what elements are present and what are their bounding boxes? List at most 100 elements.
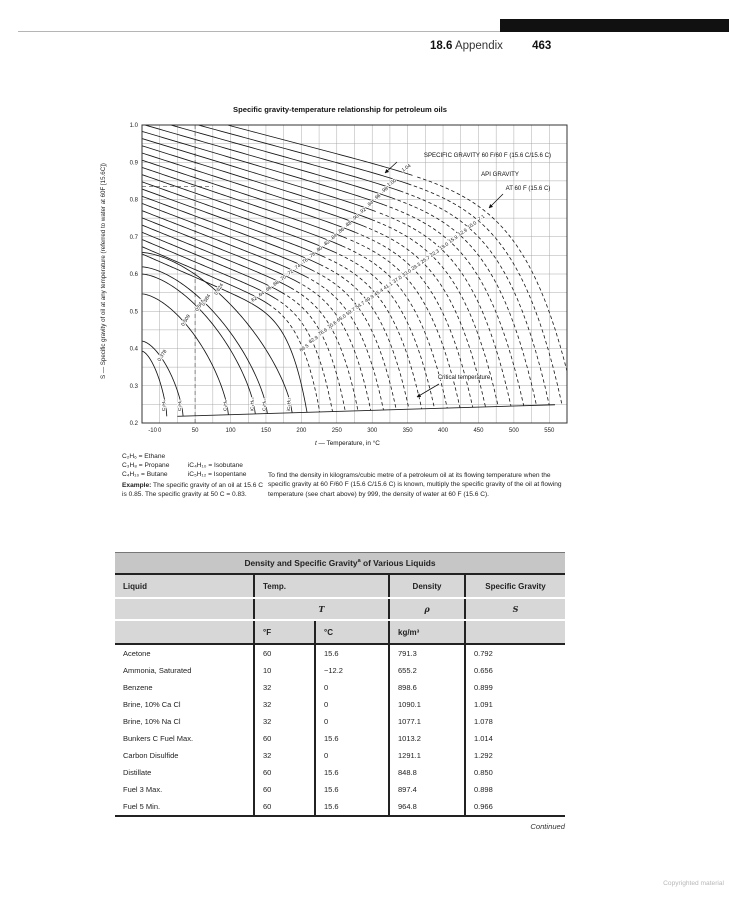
section-title: Appendix (454, 40, 503, 52)
svg-text:.68: .68 (271, 280, 280, 289)
copyright-label: Copyrighted material (663, 880, 724, 887)
svg-text:0.624: 0.624 (213, 282, 225, 296)
svg-text:1.0: 1.0 (130, 123, 139, 129)
continued-label: Continued (530, 822, 565, 831)
svg-text:C₂H₆: C₂H₆ (177, 400, 183, 411)
table-row: Distillate 60 15.6 848.8 0.850 (115, 764, 565, 781)
svg-text:33.0: 33.0 (401, 268, 413, 278)
page-header: 18.6 Appendix 463 (430, 40, 630, 52)
svg-text:100: 100 (226, 428, 237, 434)
liquids-table: Density and Specific Gravitya of Various… (115, 552, 565, 817)
svg-text:.84: .84 (329, 233, 338, 242)
table-row: Brine, 10% Ca Cl 32 0 1090.1 1.091 (115, 696, 565, 713)
svg-text:.66: .66 (264, 285, 273, 294)
svg-text:450: 450 (473, 428, 484, 434)
svg-text:350: 350 (403, 428, 414, 434)
svg-text:1.04: 1.04 (401, 163, 413, 173)
svg-text:C₄H₁₀: C₄H₁₀ (261, 398, 267, 411)
specific-gravity-chart: 1.047.11.0010.0.9812.9.9615.9.9419.0.922… (130, 123, 568, 447)
col-header-density: Density (388, 574, 465, 599)
legend-line: C₂H₆ = Ethane (122, 453, 166, 460)
svg-text:0.6: 0.6 (130, 272, 139, 278)
svg-text:.80: .80 (315, 245, 324, 254)
svg-text:.90: .90 (351, 213, 360, 222)
svg-text:25.7: 25.7 (420, 255, 432, 265)
svg-text:C₂H₄: C₂H₄ (161, 400, 167, 411)
svg-text:10.0: 10.0 (466, 220, 478, 230)
svg-text:.88: .88 (344, 220, 353, 229)
table-row: Carbon Disulfide 32 0 1291.1 1.292 (115, 747, 565, 764)
svg-text:.86: .86 (337, 226, 346, 235)
example-note: Example: The specific gravity of an oil … (122, 482, 263, 498)
svg-text:.64: .64 (257, 290, 266, 299)
svg-text:.70: .70 (278, 274, 287, 283)
svg-text:API GRAVITY: API GRAVITY (481, 171, 519, 178)
table-row: Brine, 10% Na Cl 32 0 1077.1 1.078 (115, 713, 565, 730)
svg-text:0.9: 0.9 (130, 160, 139, 166)
svg-text:SPECIFIC GRAVITY 60 F/60 F (15: SPECIFIC GRAVITY 60 F/60 F (15.6 C/15.6 … (424, 152, 551, 159)
svg-text:-10: -10 (148, 428, 157, 434)
svg-text:500: 500 (509, 428, 520, 434)
chart-title: Specific gravity-temperature relationshi… (233, 105, 447, 114)
svg-text:.74: .74 (293, 263, 302, 272)
svg-text:iC₅H₁₂: iC₅H₁₂ (286, 397, 292, 411)
svg-text:.72: .72 (286, 269, 295, 278)
svg-text:50: 50 (192, 428, 199, 434)
table-body: Acetone 60 15.6 791.3 0.792 Ammonia, Saturate… (115, 644, 565, 817)
svg-text:29.3: 29.3 (411, 262, 423, 272)
svg-text:12.9: 12.9 (457, 227, 469, 237)
svg-text:22.3: 22.3 (429, 248, 441, 258)
svg-text:7.1: 7.1 (477, 214, 486, 223)
svg-text:0.2: 0.2 (130, 421, 139, 427)
svg-text:0.5: 0.5 (130, 309, 139, 315)
symbol-temp: T (253, 598, 389, 621)
svg-text:C₃H₈: C₃H₈ (222, 400, 228, 411)
svg-text:19.0: 19.0 (438, 241, 450, 251)
svg-text:.98: .98 (380, 186, 389, 195)
col-header-temp: Temp. (253, 574, 389, 599)
col-header-specific-gravity: Specific Gravity (464, 574, 565, 599)
page-number: 463 (532, 40, 552, 52)
svg-text:AT 60 F (15.6 C): AT 60 F (15.6 C) (506, 185, 551, 192)
table-row: Fuel 3 Max. 60 15.6 897.4 0.898 (115, 781, 565, 798)
svg-text:1.00: 1.00 (386, 178, 398, 188)
table-row: Fuel 5 Min. 60 15.6 964.8 0.966 (115, 798, 565, 817)
svg-text:0.509: 0.509 (180, 313, 192, 327)
symbol-density: ρ (388, 598, 465, 621)
section-number: 18.6 (430, 40, 453, 52)
svg-text:300: 300 (367, 428, 378, 434)
chart-legend: C₂H₆ = Ethane C₃H₈ = Propane iC₄H₁₀ = Is… (122, 452, 246, 479)
svg-text:65.0: 65.0 (336, 313, 348, 323)
svg-text:.76: .76 (300, 257, 309, 266)
svg-text:250: 250 (332, 428, 343, 434)
unit-fahrenheit: °F (253, 620, 315, 645)
svg-text:.96: .96 (373, 193, 382, 202)
legend-line: C₃H₈ = Propane iC₄H₁₀ = Isobutane (122, 462, 243, 469)
unit-density: kg/m³ (388, 620, 465, 645)
svg-text:89.5: 89.5 (299, 343, 311, 353)
svg-text:15.9: 15.9 (448, 234, 460, 244)
svg-text:0.7: 0.7 (130, 235, 139, 241)
table-row: Acetone 60 15.6 791.3 0.792 (115, 644, 565, 662)
svg-text:iC₄H₁₀: iC₄H₁₀ (249, 397, 255, 411)
svg-text:0.4: 0.4 (130, 347, 139, 353)
svg-text:Critical temperature: Critical temperature (438, 375, 491, 381)
svg-text:150: 150 (261, 428, 272, 434)
svg-text:0: 0 (158, 428, 162, 434)
col-header-liquid: Liquid (115, 574, 254, 599)
table-row: Ammonia, Saturated 10 −12.2 655.2 0.656 (115, 662, 565, 679)
svg-text:.92: .92 (358, 207, 367, 216)
unit-celsius: °C (314, 620, 389, 645)
svg-text:.62: .62 (249, 295, 258, 304)
table-title: Density and Specific Gravitya of Various… (115, 552, 565, 575)
svg-text:0.584: 0.584 (200, 293, 212, 307)
svg-text:.94: .94 (366, 200, 375, 209)
svg-text:.82: .82 (322, 239, 331, 248)
svg-text:200: 200 (296, 428, 307, 434)
svg-text:0.8: 0.8 (130, 198, 139, 204)
svg-text:0.378: 0.378 (157, 349, 169, 363)
svg-text:70.6: 70.6 (327, 320, 339, 330)
svg-text:t — Temperature, in °C: t — Temperature, in °C (315, 439, 380, 447)
svg-text:400: 400 (438, 428, 449, 434)
